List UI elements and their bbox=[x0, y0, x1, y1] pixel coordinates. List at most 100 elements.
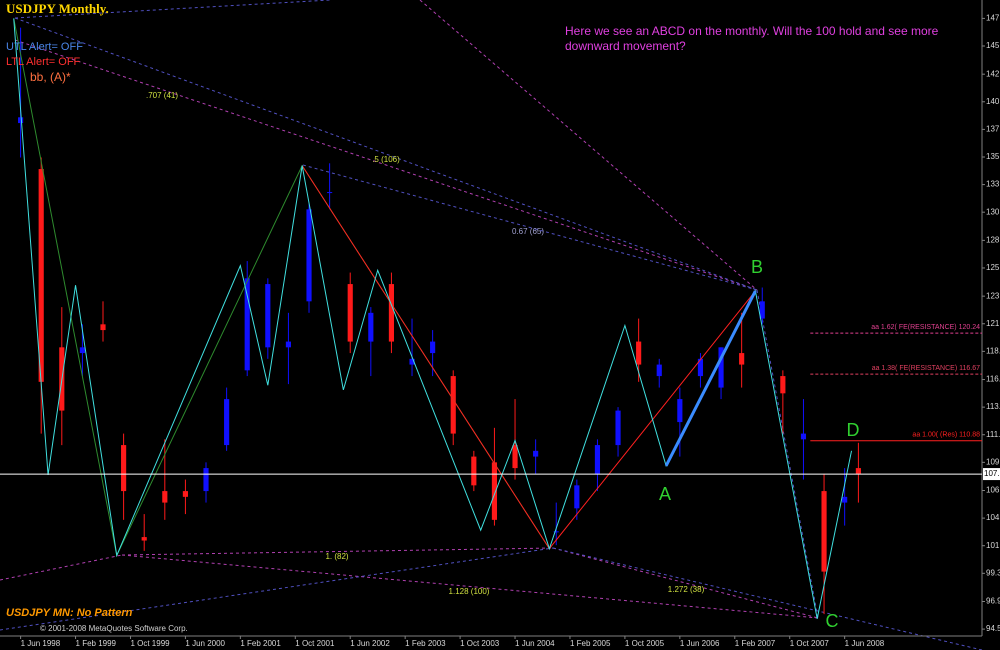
candle-body bbox=[327, 192, 333, 194]
candle-body bbox=[182, 491, 188, 497]
x-tick-label: 1 Jun 2006 bbox=[680, 639, 720, 648]
y-tick-label: 101.75 bbox=[986, 541, 1000, 550]
candle-body bbox=[306, 209, 312, 302]
fib-line bbox=[419, 0, 758, 291]
candle-body bbox=[265, 284, 271, 348]
candle-body bbox=[739, 353, 745, 365]
candle-body bbox=[244, 278, 250, 371]
y-tick-label: 111.40 bbox=[986, 430, 1000, 439]
candle-body bbox=[203, 468, 209, 492]
pattern-label: A bbox=[659, 484, 671, 504]
candle-body bbox=[512, 445, 518, 469]
x-tick-label: 1 Jun 1998 bbox=[21, 639, 61, 648]
indicator-text: LTL Alert= OFF bbox=[6, 56, 81, 68]
candle-body bbox=[615, 410, 621, 446]
candle-body bbox=[141, 537, 147, 541]
y-tick-label: 133.15 bbox=[986, 180, 1000, 189]
candle-body bbox=[18, 117, 24, 124]
price-label: 107.98 bbox=[984, 469, 1000, 478]
candle-body bbox=[821, 491, 827, 572]
indicator-text: bb, (A)* bbox=[30, 70, 71, 84]
candle-body bbox=[842, 496, 848, 503]
candle-body bbox=[780, 376, 786, 394]
fib-line bbox=[121, 554, 819, 619]
y-tick-label: 106.55 bbox=[986, 486, 1000, 495]
fib-line bbox=[552, 547, 983, 650]
candle-body bbox=[800, 433, 807, 440]
copyright: © 2001-2008 MetaQuotes Software Corp. bbox=[40, 624, 188, 633]
zigzag-line bbox=[664, 290, 757, 467]
x-tick-label: 1 Oct 2001 bbox=[295, 639, 335, 648]
y-tick-label: 118.65 bbox=[986, 346, 1000, 355]
x-tick-label: 1 Jun 2000 bbox=[185, 639, 225, 648]
candle-body bbox=[553, 531, 559, 533]
fib-label: 0.67 (65) bbox=[512, 227, 544, 236]
y-tick-label: 109.00 bbox=[986, 457, 1000, 466]
fib-line bbox=[552, 547, 819, 619]
y-tick-label: 125.90 bbox=[986, 263, 1000, 272]
x-tick-label: 1 Oct 2003 bbox=[460, 639, 500, 648]
y-tick-label: 121.05 bbox=[986, 319, 1000, 328]
candle-body bbox=[491, 462, 498, 520]
x-tick-label: 1 Feb 2001 bbox=[240, 639, 281, 648]
candle-body bbox=[285, 341, 291, 348]
fib-line bbox=[0, 554, 123, 581]
candle-body bbox=[855, 468, 861, 474]
candle-body bbox=[409, 358, 415, 365]
candle-body bbox=[450, 376, 456, 434]
level-label: aa 1.38( FE(RESISTANCE) 116.67 bbox=[872, 365, 980, 372]
candle-body bbox=[38, 169, 44, 382]
pattern-label: C bbox=[826, 611, 839, 631]
candle-body bbox=[471, 456, 477, 486]
candle-body bbox=[224, 399, 230, 446]
candle-body bbox=[677, 399, 683, 423]
candle-body bbox=[636, 341, 642, 365]
x-tick-label: 1 Feb 2003 bbox=[405, 639, 446, 648]
candle-body bbox=[718, 347, 724, 388]
fib-line bbox=[302, 164, 758, 291]
y-tick-label: 99.35 bbox=[986, 568, 1000, 577]
y-tick-label: 142.75 bbox=[986, 69, 1000, 78]
level-label: aa 1.62( FE(RESISTANCE) 120.24 bbox=[871, 324, 980, 331]
level-label: aa 1.00( (Res) 110.88 bbox=[912, 432, 980, 439]
x-tick-label: 1 Jun 2004 bbox=[515, 639, 555, 648]
pattern-label: B bbox=[751, 257, 763, 277]
candle-body bbox=[594, 445, 601, 474]
y-tick-label: 116.20 bbox=[986, 375, 1000, 384]
candle-body bbox=[574, 485, 580, 509]
candle-body bbox=[79, 347, 85, 354]
candle-body bbox=[368, 312, 374, 342]
fib-label: 1. (82) bbox=[325, 552, 348, 561]
fib-label: .5 (106) bbox=[372, 155, 400, 164]
candle-body bbox=[121, 445, 127, 492]
y-tick-label: 128.30 bbox=[986, 235, 1000, 244]
candle-body bbox=[100, 324, 106, 331]
y-tick-label: 145.20 bbox=[986, 41, 1000, 50]
candle-body bbox=[347, 284, 353, 342]
comment-box: Here we see an ABCD on the monthly. Will… bbox=[565, 24, 938, 53]
price-box bbox=[983, 468, 1000, 481]
candle-body bbox=[162, 491, 168, 503]
candle-body bbox=[430, 341, 436, 354]
fib-line bbox=[756, 289, 819, 619]
y-tick-label: 113.80 bbox=[986, 402, 1000, 411]
x-tick-label: 1 Oct 1999 bbox=[130, 639, 170, 648]
fib-label: 1.272 (38) bbox=[668, 585, 705, 594]
fib-label: 1.128 (100) bbox=[449, 587, 490, 596]
status-text: USDJPY MN: No Pattern bbox=[6, 607, 133, 619]
candle-body bbox=[533, 450, 539, 457]
fib-line bbox=[14, 0, 331, 19]
x-tick-label: 1 Oct 2007 bbox=[790, 639, 830, 648]
y-tick-label: 96.90 bbox=[986, 597, 1000, 606]
candle-body bbox=[697, 358, 704, 377]
y-tick-label: 135.55 bbox=[986, 152, 1000, 161]
x-tick-label: 1 Feb 1999 bbox=[76, 639, 117, 648]
candle-body bbox=[759, 301, 765, 319]
x-tick-label: 1 Jun 2002 bbox=[350, 639, 390, 648]
x-tick-label: 1 Jun 2008 bbox=[845, 639, 885, 648]
indicator-text: UTL Alert= OFF bbox=[6, 41, 83, 53]
x-tick-label: 1 Feb 2005 bbox=[570, 639, 611, 648]
